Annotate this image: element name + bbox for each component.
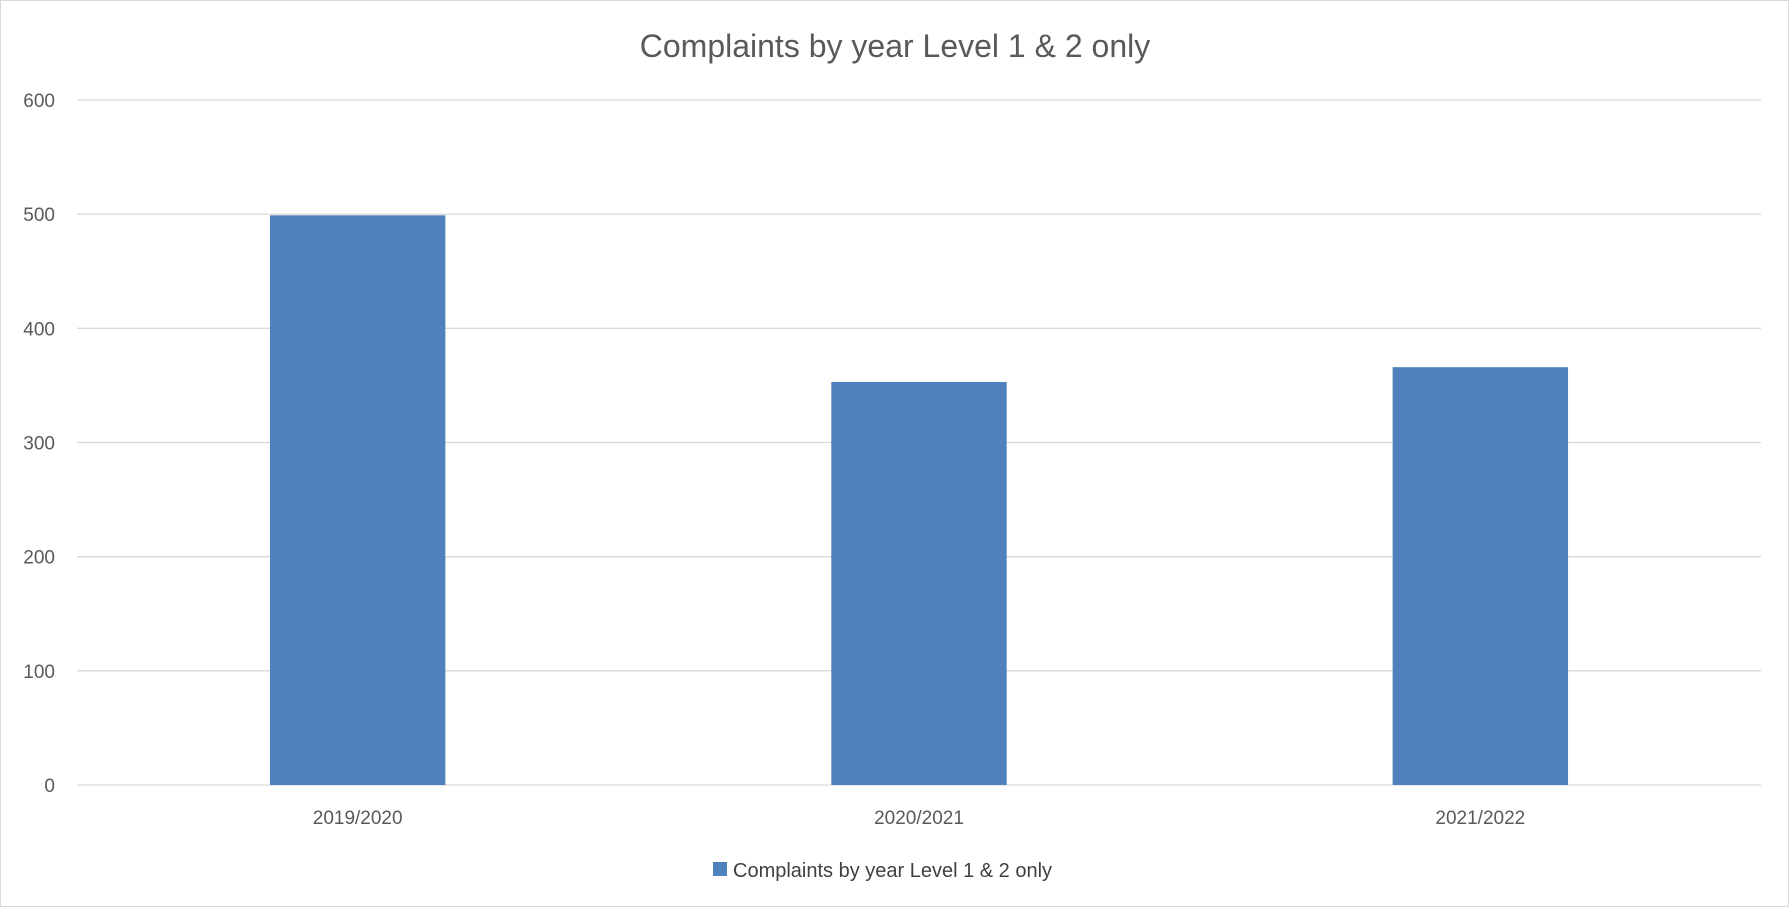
legend: Complaints by year Level 1 & 2 only [713, 860, 1052, 882]
y-tick-label: 400 [23, 319, 55, 340]
y-tick-label: 100 [23, 662, 55, 683]
bars [269, 215, 1569, 785]
legend-swatch [713, 862, 727, 876]
bar [1392, 367, 1569, 785]
y-tick-label: 0 [44, 776, 55, 797]
x-axis-ticks: 2019/2020 2020/2021 2021/2022 [313, 808, 1525, 829]
x-tick-label: 2021/2022 [1435, 808, 1525, 829]
chart-title: Complaints by year Level 1 & 2 only [640, 28, 1150, 64]
x-tick-label: 2020/2021 [874, 808, 964, 829]
y-tick-label: 600 [23, 91, 55, 112]
legend-label: Complaints by year Level 1 & 2 only [733, 860, 1052, 882]
y-tick-label: 200 [23, 548, 55, 569]
x-tick-label: 2019/2020 [313, 808, 403, 829]
bar [269, 215, 446, 785]
y-tick-label: 500 [23, 205, 55, 226]
y-tick-label: 300 [23, 434, 55, 455]
bar [831, 381, 1007, 785]
y-axis-ticks: 0 100 200 300 400 500 600 [23, 91, 55, 797]
